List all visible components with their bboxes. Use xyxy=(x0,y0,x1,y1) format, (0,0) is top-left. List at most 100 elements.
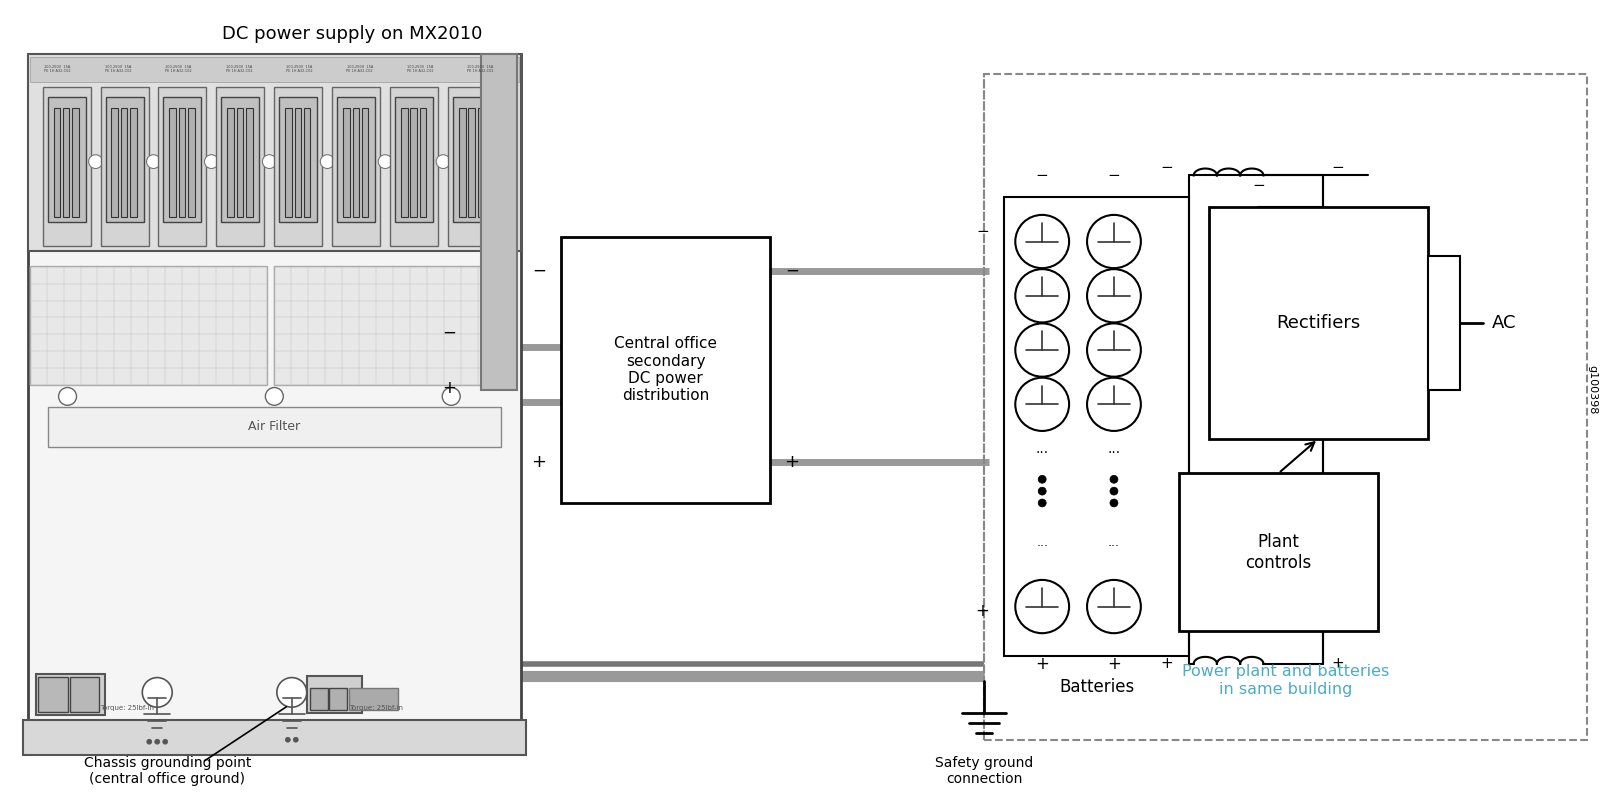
Bar xyxy=(395,97,434,222)
Bar xyxy=(328,688,346,710)
Circle shape xyxy=(155,739,160,744)
Text: Power plant and batteries
in same building: Power plant and batteries in same buildi… xyxy=(1183,664,1390,697)
Text: ...: ... xyxy=(1036,536,1048,549)
Text: −: − xyxy=(442,323,456,341)
Bar xyxy=(332,86,380,246)
Text: 100-250V  15A
PE 1H A32-C02: 100-250V 15A PE 1H A32-C02 xyxy=(286,65,312,73)
Text: +: + xyxy=(1332,657,1345,672)
Circle shape xyxy=(89,154,102,169)
Bar xyxy=(275,86,322,246)
Circle shape xyxy=(1014,269,1069,322)
Text: −: − xyxy=(1160,160,1173,175)
Bar xyxy=(222,97,259,222)
Circle shape xyxy=(142,678,172,707)
Text: 100-250V  15A
PE 1H A32-C02: 100-250V 15A PE 1H A32-C02 xyxy=(346,65,374,73)
Circle shape xyxy=(293,737,298,742)
Bar xyxy=(112,109,118,217)
Bar xyxy=(236,109,243,217)
Circle shape xyxy=(1110,487,1118,495)
Bar xyxy=(1427,257,1459,390)
Bar xyxy=(246,109,252,217)
Circle shape xyxy=(277,678,307,707)
Bar xyxy=(217,86,264,246)
Circle shape xyxy=(437,154,450,169)
Bar xyxy=(63,109,70,217)
Bar xyxy=(453,97,492,222)
Circle shape xyxy=(1087,269,1141,322)
Text: g100398: g100398 xyxy=(1587,365,1597,414)
Bar xyxy=(460,109,466,217)
Text: 100-250V  15A
PE 1H A32-C02: 100-250V 15A PE 1H A32-C02 xyxy=(105,65,131,73)
Bar xyxy=(362,109,369,217)
Bar xyxy=(419,109,426,217)
Circle shape xyxy=(1039,499,1047,507)
Bar xyxy=(47,97,86,222)
Text: +: + xyxy=(531,452,547,470)
Bar xyxy=(121,109,128,217)
Bar xyxy=(307,676,361,713)
Bar xyxy=(73,109,79,217)
Bar xyxy=(23,720,526,755)
Circle shape xyxy=(1014,580,1069,633)
Text: −: − xyxy=(785,262,799,280)
Bar xyxy=(348,688,398,710)
Circle shape xyxy=(379,154,392,169)
Text: Plant
controls: Plant controls xyxy=(1246,533,1312,572)
Bar xyxy=(170,109,176,217)
Bar xyxy=(37,676,68,712)
Bar xyxy=(188,109,194,217)
Bar xyxy=(227,109,235,217)
Circle shape xyxy=(1014,215,1069,268)
Bar xyxy=(159,86,207,246)
Text: Air Filter: Air Filter xyxy=(248,421,301,433)
Bar xyxy=(53,109,60,217)
Bar xyxy=(47,407,502,447)
Text: Chassis grounding point
(central office ground): Chassis grounding point (central office … xyxy=(84,756,251,786)
Text: Central office
secondary
DC power
distribution: Central office secondary DC power distri… xyxy=(613,336,717,403)
Text: ...: ... xyxy=(1036,442,1048,455)
Circle shape xyxy=(1087,215,1141,268)
Text: −: − xyxy=(1108,168,1120,183)
Circle shape xyxy=(285,737,290,742)
Bar xyxy=(294,109,301,217)
Bar xyxy=(275,266,511,385)
Bar xyxy=(353,109,359,217)
Bar xyxy=(401,109,408,217)
Text: Safety ground
connection: Safety ground connection xyxy=(935,756,1034,786)
Bar xyxy=(337,97,375,222)
Circle shape xyxy=(1039,475,1047,483)
Circle shape xyxy=(1087,323,1141,377)
Bar xyxy=(984,74,1587,740)
Circle shape xyxy=(147,739,152,744)
Bar xyxy=(477,109,484,217)
Bar xyxy=(285,109,291,217)
Bar xyxy=(163,97,202,222)
Text: ...: ... xyxy=(1107,442,1121,455)
Bar xyxy=(1005,197,1189,656)
Bar xyxy=(448,86,497,246)
Bar xyxy=(28,54,521,251)
Circle shape xyxy=(1087,580,1141,633)
Bar xyxy=(309,688,328,710)
Text: +: + xyxy=(442,379,456,397)
Text: −: − xyxy=(1036,168,1048,183)
Circle shape xyxy=(147,154,160,169)
Bar xyxy=(70,676,99,712)
Circle shape xyxy=(1110,475,1118,483)
Bar xyxy=(29,57,519,82)
Text: Batteries: Batteries xyxy=(1058,679,1134,696)
Circle shape xyxy=(1039,487,1047,495)
Bar xyxy=(29,266,267,385)
Text: AC: AC xyxy=(1492,314,1516,332)
Bar xyxy=(100,86,149,246)
Bar xyxy=(411,109,417,217)
Text: 100-250V  15A
PE 1H A32-C02: 100-250V 15A PE 1H A32-C02 xyxy=(44,65,71,73)
Text: −: − xyxy=(976,224,989,239)
Circle shape xyxy=(320,154,335,169)
Circle shape xyxy=(58,387,76,406)
Bar xyxy=(468,109,476,217)
Text: 100-250V  15A
PE 1H A32-C02: 100-250V 15A PE 1H A32-C02 xyxy=(406,65,434,73)
Text: Torque: 25lbf-in: Torque: 25lbf-in xyxy=(100,705,154,711)
Text: Torque: 25lbf-in: Torque: 25lbf-in xyxy=(349,705,403,711)
Bar xyxy=(105,97,144,222)
